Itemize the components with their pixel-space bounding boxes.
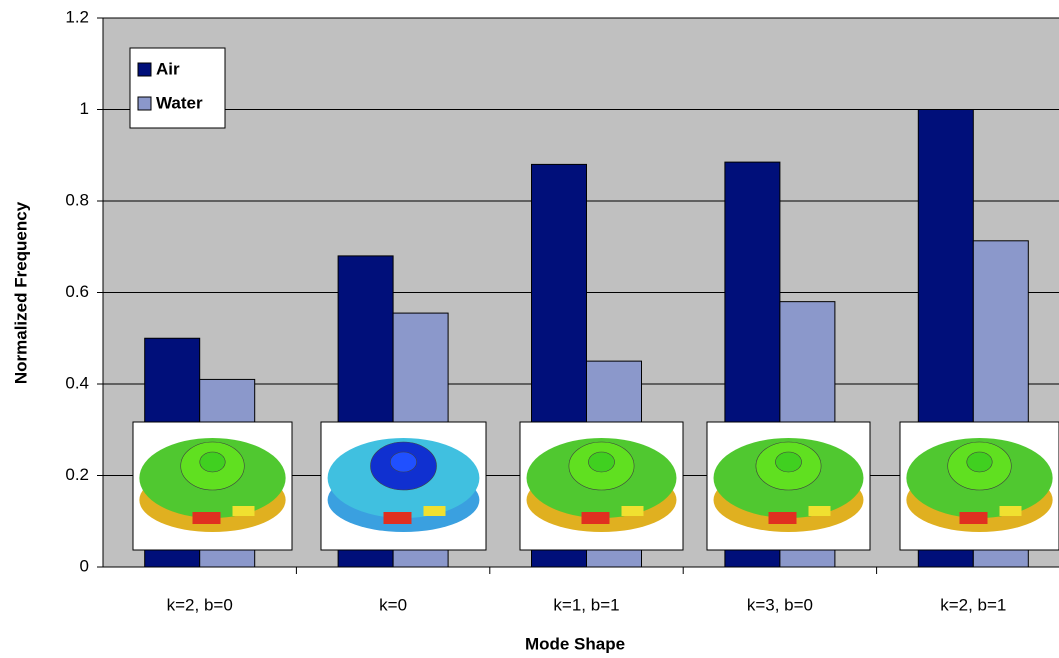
y-tick-label: 1.2 — [65, 7, 89, 26]
x-tick-label: k=2, b=1 — [940, 595, 1006, 614]
chart: Mode Shape Normalized Frequency 0 0.2 0.4 0… — [0, 0, 1059, 658]
patch — [424, 506, 446, 516]
y-tick-label: 0.8 — [65, 190, 89, 209]
y-tick-label: 1 — [80, 99, 89, 118]
patch — [233, 506, 255, 516]
hub-inner — [588, 452, 614, 472]
y-tick-label: 0 — [80, 556, 89, 575]
x-tick-label: k=3, b=0 — [747, 595, 813, 614]
x-tick-label: k=2, b=0 — [167, 595, 233, 614]
patch — [193, 512, 221, 524]
x-tick-label: k=0 — [379, 595, 407, 614]
mode-shape-image — [707, 422, 870, 550]
legend-label: Water — [156, 93, 203, 112]
y-axis-title: Normalized Frequency — [11, 201, 30, 384]
mode-shape-image — [520, 422, 683, 550]
y-tick-label: 0.6 — [65, 282, 89, 301]
hub-inner — [390, 452, 416, 472]
y-tick-label: 0.2 — [65, 465, 89, 484]
mode-shape-image — [133, 422, 292, 550]
patch — [809, 506, 831, 516]
y-tick-label: 0.4 — [65, 373, 89, 392]
patch — [384, 512, 412, 524]
legend-swatch — [138, 97, 151, 110]
patch — [960, 512, 988, 524]
x-axis-title: Mode Shape — [525, 634, 625, 653]
mode-shape-image — [900, 422, 1059, 550]
hub-inner — [967, 452, 992, 472]
legend-swatch — [138, 63, 151, 76]
hub-inner — [200, 452, 225, 472]
hub-inner — [775, 452, 801, 472]
patch — [622, 506, 644, 516]
patch — [1000, 506, 1022, 516]
patch — [582, 512, 610, 524]
legend-label: Air — [156, 59, 180, 78]
x-tick-label: k=1, b=1 — [553, 595, 619, 614]
mode-shape-image — [321, 422, 486, 550]
patch — [769, 512, 797, 524]
